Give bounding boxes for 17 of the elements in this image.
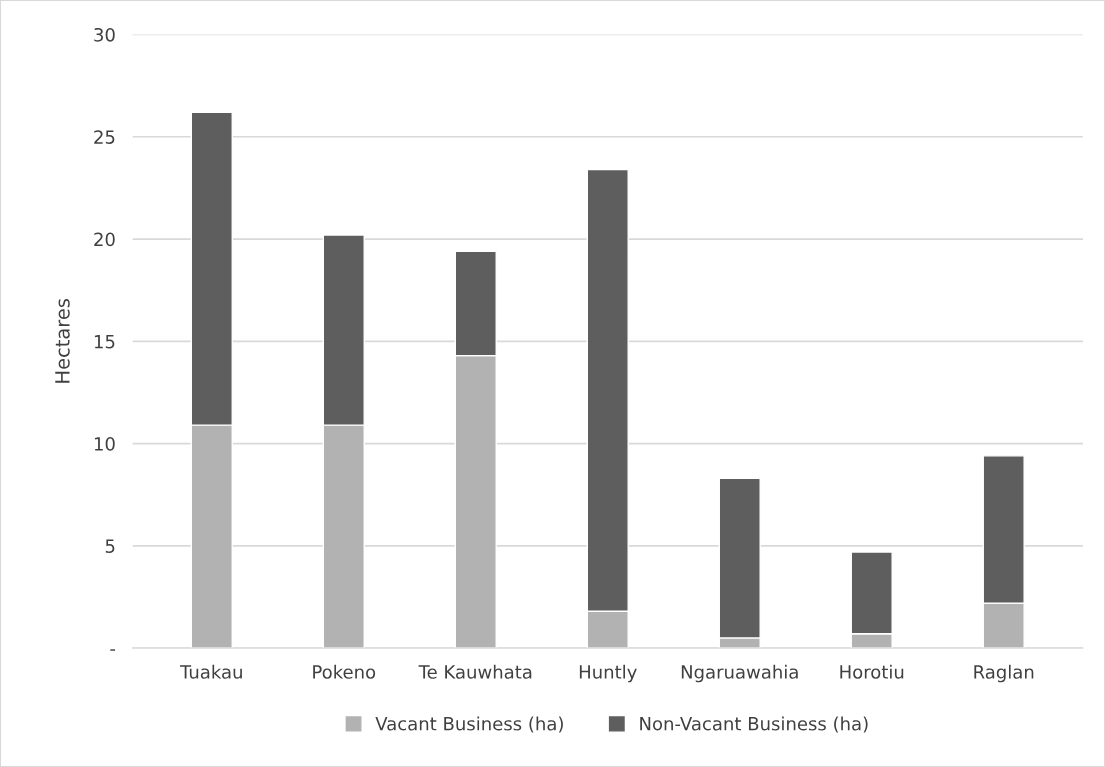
x-tick-label: Huntly — [579, 664, 637, 683]
x-tick-label: Raglan — [974, 664, 1034, 683]
legend-label: Vacant Business (ha) — [375, 716, 563, 733]
y-tick-label: 15 — [94, 335, 115, 349]
y-tick-label: 10 — [94, 437, 115, 451]
x-tick-label: Pokeno — [313, 664, 376, 679]
y-tick-label: 25 — [94, 130, 115, 144]
y-axis-title: Hectares — [55, 299, 70, 383]
y-tick-label: 30 — [94, 27, 115, 42]
y-tick-label: 20 — [94, 232, 115, 247]
legend-label: Non-Vacant Business (ha) — [640, 716, 868, 733]
y-tick-label: - — [110, 649, 116, 651]
x-tick-label: Ngaruawahia — [681, 664, 798, 683]
x-tick-label: Horotiu — [840, 664, 904, 679]
x-tick-label: Te Kauwhata — [418, 664, 532, 679]
y-tick-label: 5 — [105, 539, 115, 553]
x-tick-label: Tuakau — [180, 664, 242, 679]
